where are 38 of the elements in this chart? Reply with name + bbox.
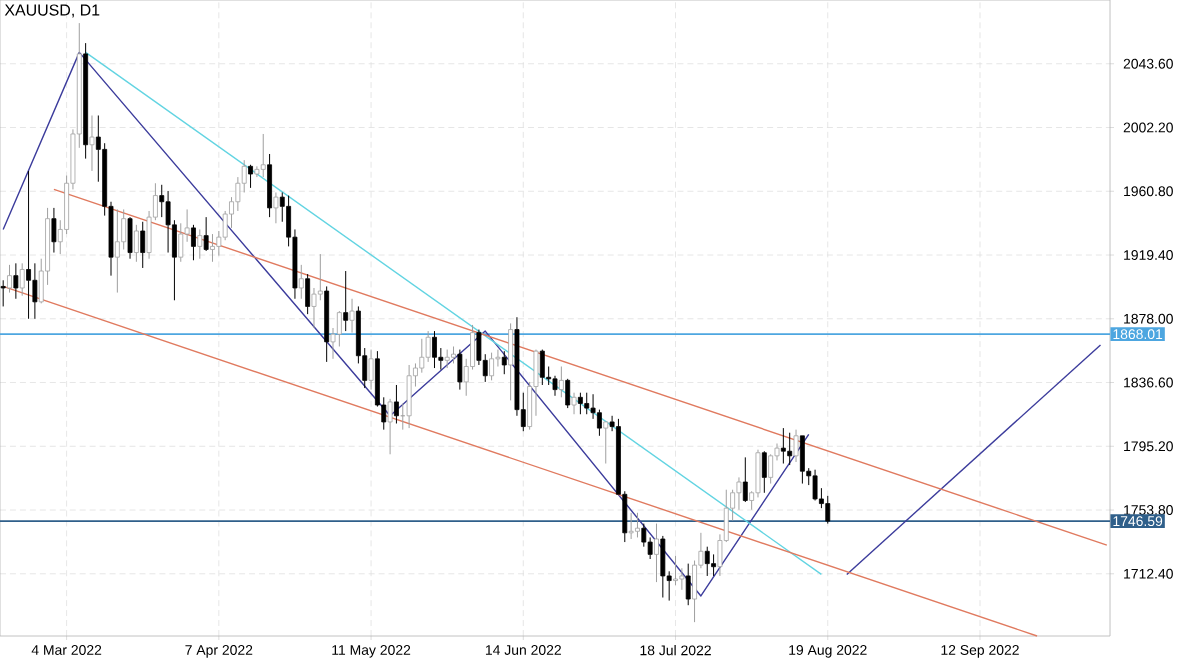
candlestick (387, 398, 393, 455)
candlestick (273, 191, 279, 224)
candlestick (508, 322, 514, 401)
candlestick (254, 165, 260, 178)
candlestick (159, 184, 165, 218)
candlestick (89, 114, 95, 172)
candlestick (165, 190, 171, 254)
candlestick (203, 216, 209, 252)
candlestick (298, 264, 304, 300)
candlestick (210, 233, 215, 263)
candlestick (755, 449, 761, 498)
candlestick (736, 476, 742, 511)
candlestick (114, 208, 120, 294)
candlestick (787, 432, 793, 466)
candlestick (127, 216, 133, 260)
candlestick (647, 536, 653, 560)
candlestick (32, 262, 38, 320)
candlestick (311, 287, 317, 329)
candlestick (406, 364, 412, 429)
candlestick (552, 375, 558, 397)
candlestick (13, 262, 19, 300)
candlestick (628, 512, 634, 540)
candlestick (457, 349, 463, 391)
candlestick (368, 349, 374, 391)
candlestick (571, 392, 577, 415)
candlestick (51, 207, 57, 254)
candlestick (83, 42, 89, 160)
candlestick (425, 330, 431, 363)
candlestick (26, 170, 31, 320)
candlestick (343, 270, 349, 332)
candlestick (495, 349, 501, 368)
candlestick (654, 523, 659, 583)
candlestick (711, 553, 717, 577)
candlestick (793, 429, 799, 463)
candlestick (780, 427, 786, 465)
candlestick (0, 279, 6, 307)
candlestick (197, 228, 203, 260)
candlestick (349, 298, 355, 334)
